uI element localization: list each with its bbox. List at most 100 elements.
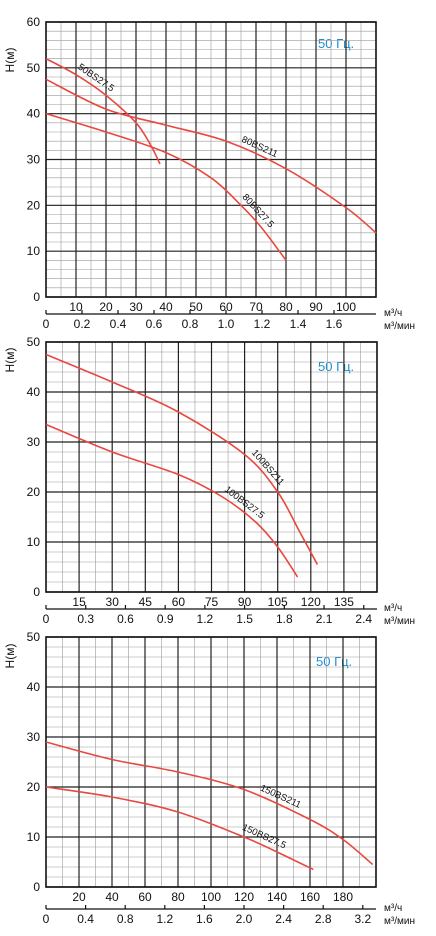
- grid: [46, 341, 377, 593]
- x2-tick-label: 0: [43, 317, 50, 330]
- x-tick-label: 40: [105, 890, 119, 904]
- chart-2: H(м) 50 Гц. м³/ч м³/мин 0 10 20 30 40 50 15 30 4…: [3, 335, 415, 626]
- y-tick-label: 30: [27, 730, 41, 744]
- x-tick-label: 30: [106, 595, 120, 609]
- x-tick-label: 100: [336, 300, 356, 314]
- y-axis-label: H(м): [3, 48, 17, 73]
- x-tick-label: 60: [172, 595, 186, 609]
- y-tick-label: 20: [27, 198, 41, 212]
- plot-frame: [45, 341, 378, 593]
- x-tick-label: 45: [139, 595, 153, 609]
- x2-tick-label: 0.4: [110, 317, 127, 330]
- x2-tick-label: 1.8: [276, 612, 293, 626]
- series-label: 80BS211: [240, 134, 279, 160]
- x2-tick-label: 2.1: [316, 612, 333, 626]
- x2-tick-label: 3.2: [354, 912, 371, 926]
- x2-tick-label: 2.4: [275, 912, 292, 926]
- series-line-50bs27-5: [45, 57, 161, 165]
- x2-tick-label: 1.2: [156, 912, 173, 926]
- x2-tick-label: 1.0: [218, 317, 235, 330]
- x-axis-unit-m3h: м³/ч: [384, 603, 402, 614]
- x-tick-label: 160: [300, 890, 320, 904]
- x-tick-label: 90: [238, 595, 252, 609]
- x2-tick-label: 1.2: [254, 317, 271, 330]
- y-tick-label: 40: [27, 385, 41, 399]
- series-label: 100BS211: [249, 448, 286, 488]
- y-tick-label: 50: [27, 61, 41, 75]
- x-tick-label: 10: [69, 300, 83, 314]
- x-tick-label: 20: [99, 300, 113, 314]
- x-tick-label: 70: [249, 300, 263, 314]
- x-tick-label: 30: [129, 300, 143, 314]
- x2-tick-label: 1.6: [326, 317, 343, 330]
- series-line-80bs211: [45, 78, 377, 234]
- frequency-badge: 50 Гц.: [318, 36, 354, 51]
- grid: [46, 636, 376, 888]
- x-tick-label: 80: [279, 300, 293, 314]
- y-tick-label: 10: [27, 244, 41, 258]
- plot-frame: [45, 21, 377, 298]
- x-tick-label: 75: [205, 595, 219, 609]
- y-tick-label: 50: [27, 630, 41, 644]
- y-tick-label: 50: [27, 335, 41, 349]
- series-line-100bs211: [45, 353, 319, 565]
- x-tick-label: 15: [72, 595, 86, 609]
- x2-tick-label: 0.4: [77, 912, 94, 926]
- series-line-100bs27-5: [45, 423, 299, 578]
- x2-tick-label: 1.6: [196, 912, 213, 926]
- x-tick-label: 60: [219, 300, 233, 314]
- y-tick-label: 30: [27, 153, 41, 167]
- y-tick-label: 20: [27, 780, 41, 794]
- y-tick-label: 40: [27, 680, 41, 694]
- x2-tick-label: 2.0: [236, 912, 253, 926]
- x2-tick-label: 0.8: [117, 912, 134, 926]
- x-tick-label: 120: [301, 595, 321, 609]
- series-line-150bs211: [45, 741, 374, 866]
- x-axis-unit-m3h: м³/ч: [384, 903, 402, 914]
- y-tick-label: 0: [33, 290, 40, 304]
- x2-tick-label: 0.6: [117, 612, 134, 626]
- y-tick-label: 60: [27, 15, 41, 29]
- y-tick-label: 20: [27, 485, 41, 499]
- x2-tick-label: 2.4: [355, 612, 372, 626]
- y-axis-label: H(м): [3, 348, 17, 373]
- x-tick-label: 180: [333, 890, 353, 904]
- x-tick-label: 20: [72, 890, 86, 904]
- x-axis-unit-m3h: м³/ч: [384, 308, 402, 319]
- x-tick-label: 90: [309, 300, 323, 314]
- grid: [46, 21, 376, 298]
- series-line-80bs27-5: [45, 112, 287, 261]
- chart-1: H(м) 50 Гц. м³/ч м³/мин 0 10 20 30 40 50 60 10 2…: [3, 15, 415, 330]
- x2-tick-label: 2.8: [315, 912, 332, 926]
- plot-frame: [45, 636, 377, 888]
- x2-tick-label: 0.3: [77, 612, 94, 626]
- y-axis-label: H(м): [3, 644, 17, 669]
- x-tick-label: 140: [267, 890, 287, 904]
- y-tick-label: 10: [27, 830, 41, 844]
- x-axis-unit-m3min: м³/мин: [384, 616, 415, 626]
- x2-tick-label: 1.5: [236, 612, 253, 626]
- x2-tick-label: 0.8: [182, 317, 199, 330]
- x2-tick-label: 1.2: [197, 612, 214, 626]
- frequency-badge: 50 Гц.: [318, 359, 354, 374]
- y-tick-label: 0: [33, 880, 40, 894]
- y-tick-label: 40: [27, 107, 41, 121]
- x2-tick-label: 0.9: [157, 612, 174, 626]
- x-tick-label: 105: [268, 595, 288, 609]
- x-tick-label: 50: [189, 300, 203, 314]
- y-tick-label: 10: [27, 535, 41, 549]
- x-tick-label: 80: [171, 890, 185, 904]
- x-axis-unit-m3min: м³/мин: [384, 321, 415, 330]
- x2-tick-label: 1.4: [290, 317, 307, 330]
- series-line-150bs27-5: [45, 786, 314, 871]
- x-tick-label: 40: [159, 300, 173, 314]
- x2-tick-label: 0.6: [146, 317, 163, 330]
- x-axis-unit-m3min: м³/мин: [384, 916, 415, 927]
- y-tick-label: 0: [33, 585, 40, 599]
- x2-tick-label: 0: [43, 612, 50, 626]
- x2-tick-label: 0: [43, 912, 50, 926]
- y-tick-label: 30: [27, 435, 41, 449]
- x2-tick-label: 0.2: [74, 317, 91, 330]
- x-tick-label: 135: [334, 595, 354, 609]
